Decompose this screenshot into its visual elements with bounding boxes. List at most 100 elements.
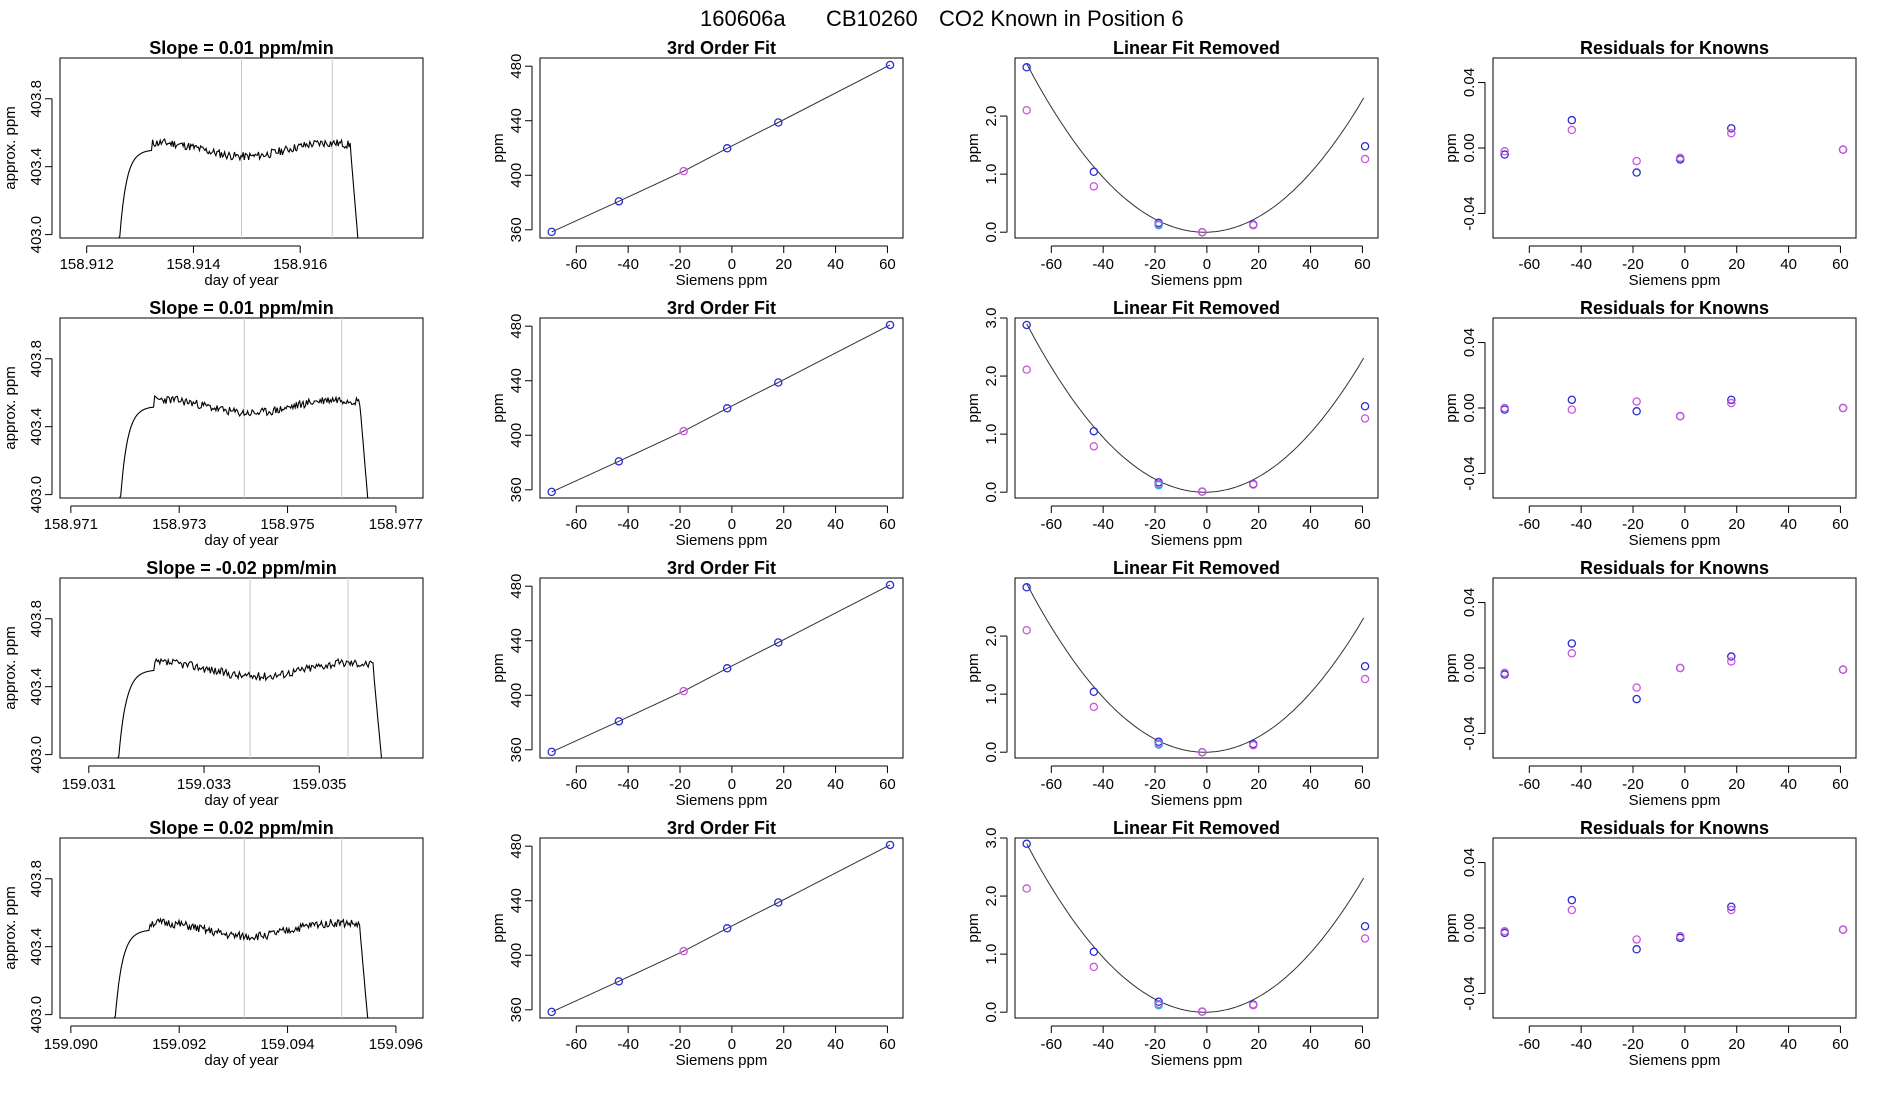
y-tick-label: -0.04 — [1461, 196, 1478, 230]
blue-point — [1567, 395, 1577, 405]
magenta-point — [1022, 626, 1031, 635]
blue-point — [1360, 402, 1370, 411]
x-tick-label: 0 — [1203, 516, 1211, 533]
x-axis: 158.912 158.914 158.916 — [60, 245, 327, 273]
magenta-point — [1567, 905, 1577, 915]
y-axis-label: ppm — [490, 913, 507, 942]
data-point — [547, 1007, 556, 1017]
y-tick-label: 400 — [508, 943, 525, 968]
magenta-point — [1727, 129, 1736, 138]
y-axis-label: ppm — [965, 913, 982, 942]
y-axis-label: ppm — [965, 653, 982, 682]
cyan-point — [1154, 740, 1163, 749]
magenta-point — [1675, 663, 1685, 673]
panel-title: Linear Fit Removed — [1113, 558, 1280, 578]
blue-point — [1022, 63, 1031, 72]
fit-line — [551, 64, 891, 233]
plot-frame — [1014, 57, 1379, 239]
panel-title: Residuals for Knowns — [1580, 298, 1769, 318]
x-tick-label: 40 — [1302, 1036, 1319, 1053]
fit-line — [551, 324, 891, 493]
magenta-point — [1675, 931, 1685, 941]
y-tick-label: 0.0 — [983, 742, 1000, 763]
blue-point — [1360, 662, 1370, 671]
x-tick-label: 158.977 — [369, 516, 423, 533]
data-point — [722, 664, 732, 673]
blue-point — [1022, 839, 1031, 849]
fit-line — [551, 844, 891, 1013]
x-tick-label: -60 — [1518, 1036, 1540, 1053]
y-tick-label: 480 — [508, 834, 525, 859]
blue-point — [1727, 124, 1736, 133]
magenta-point — [1675, 153, 1685, 163]
plot-frame — [539, 577, 904, 759]
data-point — [774, 118, 783, 127]
y-tick-label: 440 — [508, 888, 525, 913]
x-tick-label: -40 — [1570, 776, 1592, 793]
x-axis-label: Siemens ppm — [1151, 1052, 1243, 1069]
x-tick-label: 60 — [879, 776, 896, 793]
x-tick-label: 60 — [1832, 1036, 1849, 1053]
magenta-point — [1022, 106, 1031, 115]
blue-point — [1632, 168, 1641, 177]
y-axis: -0.04 0.00 0.04 — [1461, 588, 1486, 751]
magenta-point — [1249, 480, 1258, 489]
x-axis: -60 -40 -20 0 20 40 60 — [1040, 505, 1371, 533]
x-tick-label: 159.090 — [44, 1036, 98, 1053]
x-tick-label: -60 — [565, 256, 587, 273]
x-tick-label: 60 — [1832, 776, 1849, 793]
ppm-trace-line — [119, 395, 369, 499]
ppm-trace-line — [117, 657, 383, 759]
panel-title: Linear Fit Removed — [1113, 38, 1280, 58]
y-tick-label: 403.0 — [28, 216, 45, 254]
magenta-point — [1197, 747, 1207, 757]
blue-point — [1089, 947, 1099, 957]
x-tick-label: 0 — [1203, 776, 1211, 793]
magenta-point — [1727, 657, 1736, 666]
data-point — [614, 197, 624, 206]
x-tick-label: 159.096 — [369, 1036, 423, 1053]
magenta-point — [1197, 227, 1207, 237]
x-tick-label: 60 — [879, 1036, 896, 1053]
blue-point — [1727, 652, 1736, 661]
blue-point — [1500, 150, 1509, 159]
y-tick-label: 0.0 — [983, 222, 1000, 243]
y-axis-label: ppm — [1443, 393, 1460, 422]
magenta-point — [1838, 403, 1848, 413]
figure-title-text: CO2 Known in Position 6 — [939, 6, 1184, 31]
magenta-point — [1567, 649, 1577, 658]
panel-title: 3rd Order Fit — [667, 298, 776, 318]
figure-title-instrument: CB10260 — [826, 6, 918, 31]
x-axis-label: Siemens ppm — [1629, 792, 1721, 809]
y-axis: 0.0 1.0 2.0 — [983, 626, 1008, 763]
y-axis-label: ppm — [965, 133, 982, 162]
y-tick-label: 403.0 — [28, 996, 45, 1034]
x-tick-label: 40 — [827, 1036, 844, 1053]
x-tick-label: -20 — [669, 516, 691, 533]
panel-title: Residuals for Knowns — [1580, 558, 1769, 578]
data-point — [547, 487, 556, 497]
x-axis: -60 -40 -20 0 20 40 60 — [565, 1025, 896, 1053]
y-tick-label: 3.0 — [983, 308, 1000, 329]
panel-title: 3rd Order Fit — [667, 818, 776, 838]
x-tick-label: 20 — [1728, 516, 1745, 533]
magenta-point — [1838, 145, 1848, 154]
x-tick-label: -40 — [1092, 1036, 1114, 1053]
magenta-point — [1089, 962, 1099, 972]
x-tick-label: 20 — [1728, 256, 1745, 273]
blue-point — [1089, 687, 1099, 697]
y-tick-label: 0.04 — [1461, 588, 1478, 617]
plot-frame — [1014, 837, 1379, 1019]
y-tick-label: 403.0 — [28, 476, 45, 514]
panel-4: Residuals for Knowns -60 -40 -20 0 20 40 60 Siem… — [1443, 38, 1857, 289]
x-tick-label: 40 — [1302, 516, 1319, 533]
data-point — [614, 457, 624, 466]
y-tick-label: 360 — [508, 217, 525, 242]
x-axis-label: Siemens ppm — [676, 1052, 768, 1069]
x-tick-label: 159.035 — [292, 776, 346, 793]
y-tick-label: 1.0 — [983, 684, 1000, 705]
panel-8: Residuals for Knowns -60 -40 -20 0 20 40 60 Siem… — [1443, 298, 1857, 549]
data-point — [722, 404, 732, 413]
x-tick-label: -60 — [1040, 1036, 1062, 1053]
x-axis: -60 -40 -20 0 20 40 60 — [565, 765, 896, 793]
